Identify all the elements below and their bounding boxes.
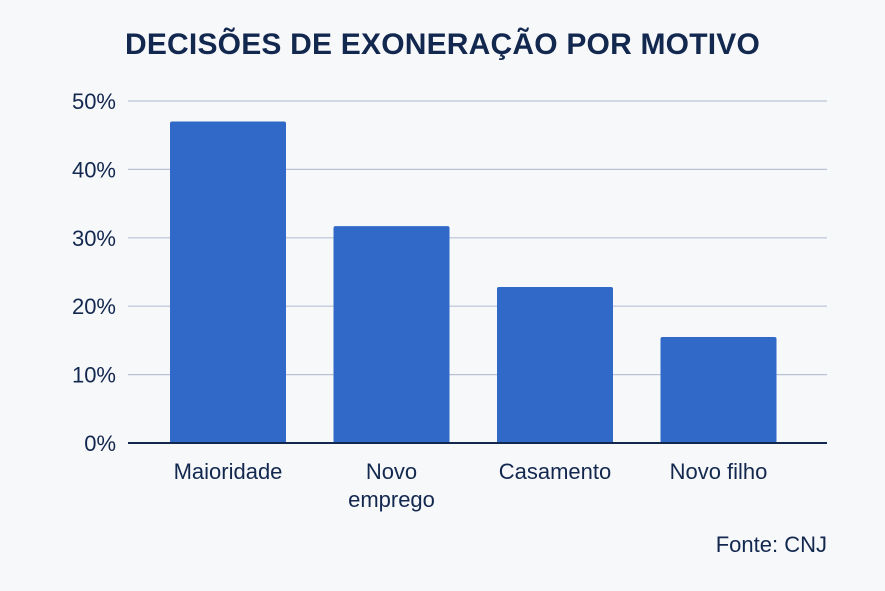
bar <box>170 121 286 444</box>
x-category-label: Maioridade <box>174 459 283 484</box>
bar <box>333 226 450 443</box>
bar <box>660 336 777 443</box>
chart-title: DECISÕES DE EXONERAÇÃO POR MOTIVO <box>124 28 761 61</box>
source-note: Fonte: CNJ <box>715 532 827 557</box>
y-tick-label: 30% <box>72 226 116 251</box>
y-tick-label: 50% <box>72 89 116 114</box>
x-category-label: Novo <box>366 459 417 484</box>
axis-layer: 0% 10% 20% 30% 40% 50% Maioridade Novo emprego Ca… <box>72 89 827 512</box>
y-tick-label: 40% <box>72 157 116 182</box>
y-tick-label: 20% <box>72 294 116 319</box>
bar <box>497 287 613 443</box>
x-category-label: Casamento <box>499 459 612 484</box>
y-tick-label: 10% <box>72 363 116 388</box>
x-category-label: emprego <box>348 487 435 512</box>
y-tick-label: 0% <box>84 431 116 456</box>
bars-layer <box>170 121 777 444</box>
x-category-label: Novo filho <box>670 459 768 484</box>
